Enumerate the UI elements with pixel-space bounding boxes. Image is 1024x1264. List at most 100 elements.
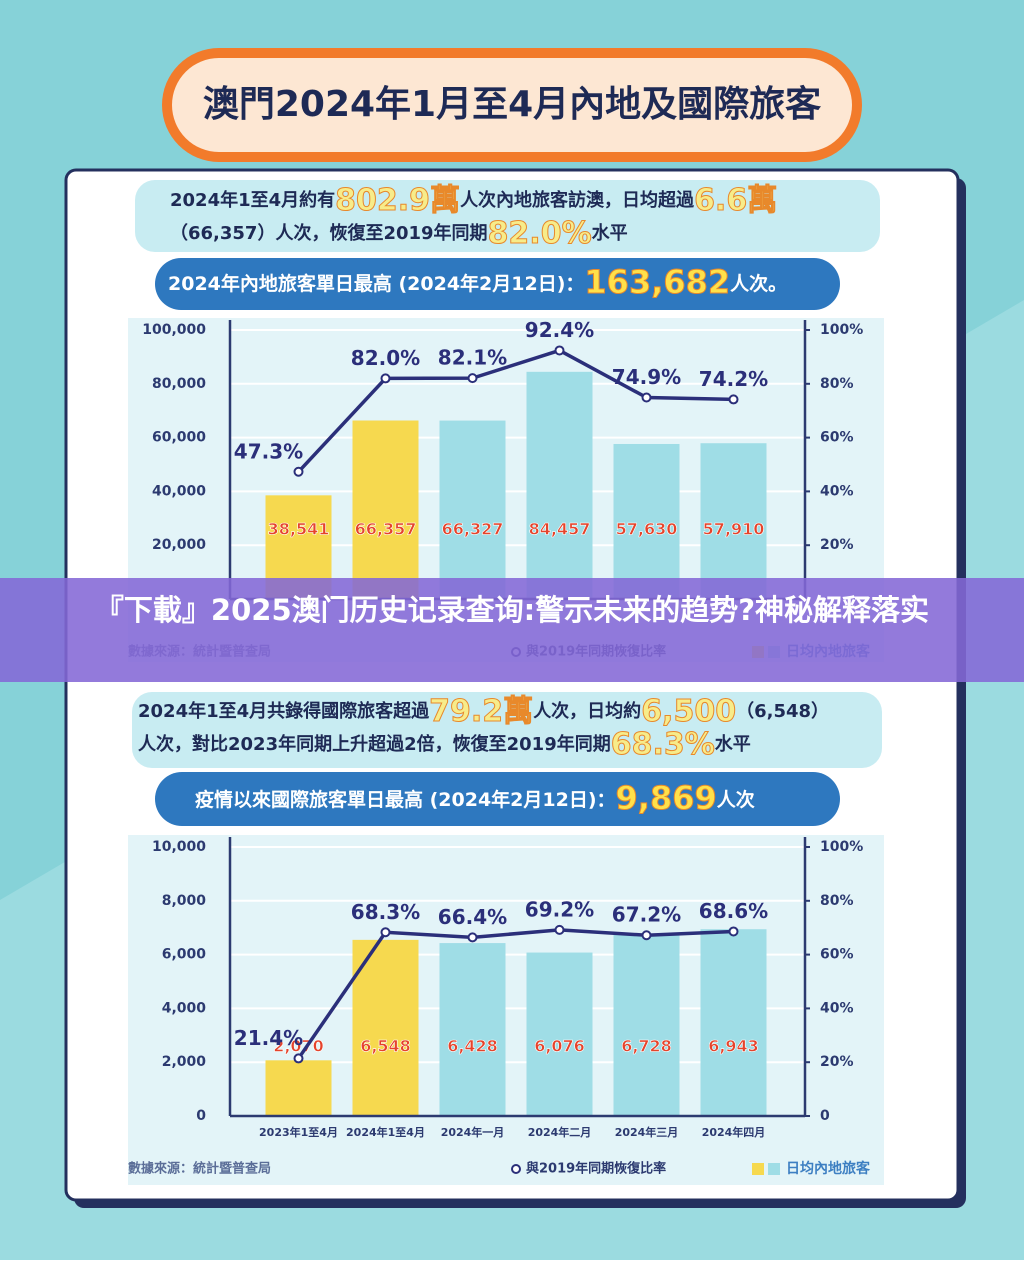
bar xyxy=(613,443,680,599)
text-line: 2024年1至4月約有802.9萬人次內地旅客訪澳，日均超過6.6萬 xyxy=(170,183,777,218)
y-tick-label: 8,000 xyxy=(162,893,207,909)
text-segment: 2024年1至4月約有 xyxy=(170,189,335,211)
text-line: 人次，對比2023年同期上升超過2倍，恢復至2019年同期68.3%水平 xyxy=(138,727,751,762)
chart-panel xyxy=(128,835,884,1185)
bar xyxy=(439,943,506,1116)
x-tick-label: 2024年一月 xyxy=(441,1125,505,1139)
y2-tick-label: 40% xyxy=(820,483,854,499)
y2-tick-label: 20% xyxy=(820,537,854,553)
bar-value-label: 6,076 xyxy=(534,1037,585,1056)
line-value-label: 82.0% xyxy=(351,346,420,370)
line-point xyxy=(380,373,391,384)
line-point xyxy=(554,345,565,356)
y-tick-label: 6,000 xyxy=(162,947,207,963)
text-segment: 人次。 xyxy=(730,272,787,295)
bar-value-label: 38,541 xyxy=(268,520,330,539)
y2-tick-label: 100% xyxy=(820,839,863,855)
line-value-label: 66.4% xyxy=(438,905,507,929)
text-segment: 水平 xyxy=(715,733,751,755)
line-point xyxy=(293,1053,304,1064)
y2-tick-label: 20% xyxy=(820,1054,854,1070)
x-tick-label: 2024年四月 xyxy=(702,1125,766,1139)
highlight: 6,500 xyxy=(641,694,736,729)
highlight: 802.9萬 xyxy=(335,183,460,218)
bar xyxy=(352,939,419,1116)
line xyxy=(297,928,734,1060)
text-segment: 人次 xyxy=(717,788,755,811)
y2-tick-label: 80% xyxy=(820,376,854,392)
source: 數據來源：統計暨普查局 xyxy=(128,1161,271,1177)
y-tick-label: 20,000 xyxy=(152,537,206,553)
y-tick-label: 4,000 xyxy=(162,1000,207,1016)
highlight: 163,682 xyxy=(584,263,730,301)
line-point xyxy=(554,924,565,935)
text-line: 疫情以來國際旅客單日最高 (2024年2月12日)：9,869人次 xyxy=(195,779,755,817)
summary-box xyxy=(135,180,880,252)
line xyxy=(297,348,734,473)
x-tick-label: 2024年三月 xyxy=(615,1125,679,1139)
y-tick-label: 0 xyxy=(196,1108,206,1124)
text-segment: 水平 xyxy=(592,222,628,244)
text-segment: 人次內地旅客訪澳，日均超過 xyxy=(460,189,695,211)
text-segment: 人次，日均約 xyxy=(533,700,641,722)
line-value-label: 69.2% xyxy=(525,897,594,921)
y2-tick-label: 80% xyxy=(820,893,854,909)
x-tick-label: 2024年1至4月 xyxy=(346,1125,425,1139)
bar-value-label: 57,910 xyxy=(703,520,765,539)
bar-value-label: 6,548 xyxy=(360,1037,411,1056)
record-pill xyxy=(155,772,840,826)
line-value-label: 67.2% xyxy=(612,903,681,927)
highlight: 68.3% xyxy=(611,727,715,762)
y-tick-label: 60,000 xyxy=(152,430,206,446)
y2-tick-label: 60% xyxy=(820,430,854,446)
text-line: 2024年1至4月共錄得國際旅客超過79.2萬人次，日均約6,500（6,548… xyxy=(138,694,829,729)
line-point xyxy=(467,373,478,384)
line-value-label: 82.1% xyxy=(438,346,507,370)
line-value-label: 47.3% xyxy=(234,439,303,463)
text-segment: （6,548） xyxy=(736,701,829,722)
text-segment: 人次，對比2023年同期上升超過2倍，恢復至2019年同期 xyxy=(138,733,611,755)
title: 澳門2024年1月至4月內地及國際旅客 xyxy=(203,84,821,125)
bar-value-label: 6,728 xyxy=(621,1037,672,1056)
highlight: 6.6萬 xyxy=(694,183,777,218)
y2-tick-label: 40% xyxy=(820,1000,854,1016)
y-tick-label: 40,000 xyxy=(152,483,206,499)
bar xyxy=(439,420,506,599)
text-segment: 2024年1至4月共錄得國際旅客超過 xyxy=(138,700,430,722)
x-tick-label: 2023年1至4月 xyxy=(259,1125,338,1139)
legend-swatch xyxy=(768,1163,780,1175)
bar xyxy=(265,1060,332,1116)
bar-value-label: 66,327 xyxy=(442,520,504,539)
text-line: （66,357）人次，恢復至2019年同期82.0%水平 xyxy=(170,216,628,251)
line-point xyxy=(380,927,391,938)
highlight: 9,869 xyxy=(616,779,717,817)
text-segment: 2024年內地旅客單日最高 (2024年2月12日)： xyxy=(168,272,584,295)
legend-marker xyxy=(511,1164,521,1174)
y-tick-label: 80,000 xyxy=(152,376,206,392)
bar xyxy=(700,929,767,1116)
y2-tick-label: 0 xyxy=(820,1108,830,1124)
bar xyxy=(526,371,593,599)
line-value-label: 74.9% xyxy=(612,365,681,389)
line-point xyxy=(641,392,652,403)
text-segment: 疫情以來國際旅客單日最高 (2024年2月12日)： xyxy=(195,788,616,811)
line-value-label: 68.3% xyxy=(351,900,420,924)
highlight: 82.0% xyxy=(488,216,592,251)
bar xyxy=(526,952,593,1116)
legend-label: 日均內地旅客 xyxy=(786,1160,871,1177)
line-value-label: 92.4% xyxy=(525,318,594,342)
x-tick-label: 2024年二月 xyxy=(528,1125,592,1139)
line-value-label: 68.6% xyxy=(699,899,768,923)
line-point xyxy=(467,932,478,943)
bar-value-label: 57,630 xyxy=(616,520,678,539)
title-inner xyxy=(172,58,852,152)
bar xyxy=(700,443,767,599)
legend-swatch xyxy=(752,1163,764,1175)
y-tick-label: 2,000 xyxy=(162,1054,207,1070)
legend-label: 與2019年同期恢復比率 xyxy=(526,1161,666,1177)
highlight: 79.2萬 xyxy=(429,694,533,729)
banner: 『下載』2025澳门历史记录查询:警示未来的趋势?神秘解释落实 xyxy=(0,578,1024,682)
bar xyxy=(613,935,680,1116)
y-tick-label: 10,000 xyxy=(152,839,206,855)
